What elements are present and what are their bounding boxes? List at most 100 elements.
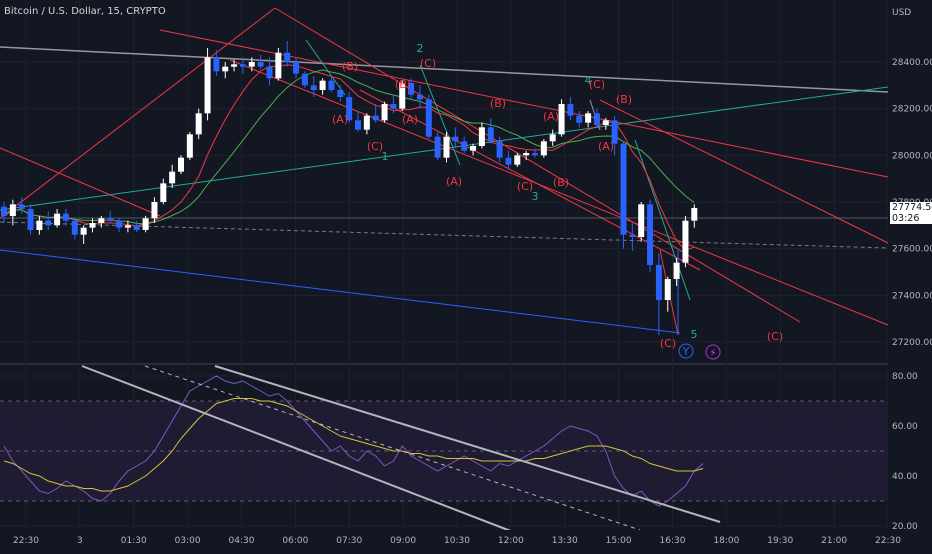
rsi-channel-line — [81, 365, 561, 551]
candle-body — [647, 204, 654, 265]
candle-body — [602, 120, 609, 125]
candle-body — [416, 94, 423, 100]
wave-label: 3 — [532, 190, 539, 203]
wave-label: 4 — [585, 74, 592, 87]
candle-body — [178, 157, 184, 172]
candle-body — [620, 143, 627, 235]
time-tick-label: 06:00 — [282, 536, 308, 546]
candle-body — [540, 141, 547, 156]
trendline-red — [0, 147, 161, 217]
price-tick-label: 28400.00 — [892, 58, 932, 68]
candle-body — [310, 85, 317, 90]
candle-body — [124, 225, 131, 228]
last-price-tag: 27774.54 03:26 — [890, 202, 932, 224]
time-tick-label: 21:00 — [821, 536, 847, 546]
candle-body — [478, 127, 485, 146]
candle-body — [514, 155, 521, 165]
currency-label: USD — [892, 8, 911, 18]
candle-body — [204, 57, 211, 114]
wave-label: (B) — [616, 93, 632, 106]
candle-body — [186, 134, 193, 158]
candle-body — [399, 83, 406, 109]
chart-title: Bitcoin / U.S. Dollar, 15, CRYPTO — [4, 6, 166, 17]
trendline-red — [359, 89, 701, 271]
rsi-channel-line — [214, 365, 721, 523]
trendline-red — [229, 59, 889, 326]
candle-body — [319, 80, 326, 90]
wave-label: (B) — [342, 60, 358, 73]
time-tick-label: 16:30 — [660, 536, 686, 546]
candle-body — [452, 136, 459, 142]
candle-body — [293, 62, 300, 74]
time-tick-label: 3 — [77, 536, 83, 546]
candle-body — [213, 57, 220, 72]
rsi-line — [3, 375, 704, 507]
candle-body — [638, 204, 645, 237]
candle-body — [532, 153, 538, 156]
candle-body — [89, 223, 96, 228]
wave-label: (C) — [367, 140, 383, 153]
price-axis-bg — [888, 0, 932, 550]
candle-body — [98, 218, 105, 223]
price-tick-label: 28000.00 — [892, 151, 932, 161]
time-tick-label: 22:30 — [875, 536, 901, 546]
wave-line-green — [634, 139, 691, 301]
candle-body — [80, 227, 87, 235]
time-tick-label: 19:30 — [767, 536, 793, 546]
candle-body — [337, 90, 344, 97]
candle-body — [443, 136, 450, 158]
candle-body — [257, 62, 264, 67]
time-tick-label: 12:00 — [498, 536, 524, 546]
candle-body — [470, 146, 477, 151]
candle-body — [71, 220, 78, 235]
candle-body — [372, 115, 379, 121]
wave-line-green — [419, 64, 461, 166]
wave-line-green — [305, 39, 346, 96]
countdown-value: 03:26 — [892, 213, 920, 224]
time-tick-label: 10:30 — [444, 536, 470, 546]
candle-body — [239, 64, 246, 67]
price-tick-label: 27400.00 — [892, 291, 932, 301]
rsi-channel-mid — [144, 365, 641, 531]
candle-body — [655, 265, 662, 300]
candle-body — [346, 97, 353, 121]
time-tick-label: 07:30 — [336, 536, 362, 546]
wave-label: (C) — [589, 78, 605, 91]
candle-body — [673, 262, 680, 279]
candle-body — [487, 127, 494, 142]
candle-body — [36, 220, 43, 230]
candle-body — [629, 234, 636, 237]
time-tick-label: 04:30 — [229, 536, 255, 546]
candle-body — [160, 183, 167, 202]
candle-body — [27, 209, 34, 230]
candle-body — [355, 120, 361, 130]
candle-body — [116, 220, 123, 228]
candle-body — [523, 153, 530, 156]
wave-label: Y — [682, 345, 690, 358]
candle-body — [461, 141, 468, 151]
rsi-tick-label: 80.00 — [892, 372, 918, 382]
candle-body — [682, 220, 689, 263]
wave-label: (B) — [395, 78, 411, 91]
wave-label: 1 — [382, 150, 389, 163]
candle-body — [363, 115, 370, 130]
price-tick-label: 28200.00 — [892, 105, 932, 115]
candle-body — [390, 104, 397, 109]
alert-icon — [705, 344, 721, 360]
candle-body — [328, 80, 335, 90]
rsi-tick-label: 20.00 — [892, 522, 918, 532]
candle-body — [142, 218, 149, 230]
candle-body — [151, 202, 158, 219]
time-tick-label: 22:30 — [13, 536, 39, 546]
price-tick-label: 27600.00 — [892, 245, 932, 255]
trendline-blue — [0, 249, 681, 334]
trendline-red — [599, 99, 889, 244]
wave-label: (A) — [402, 113, 418, 126]
wave-label-circle — [678, 343, 694, 359]
wave-label: (C) — [517, 180, 533, 193]
candle-body — [275, 52, 282, 79]
candle-body — [567, 104, 574, 116]
candle-body — [664, 279, 671, 300]
